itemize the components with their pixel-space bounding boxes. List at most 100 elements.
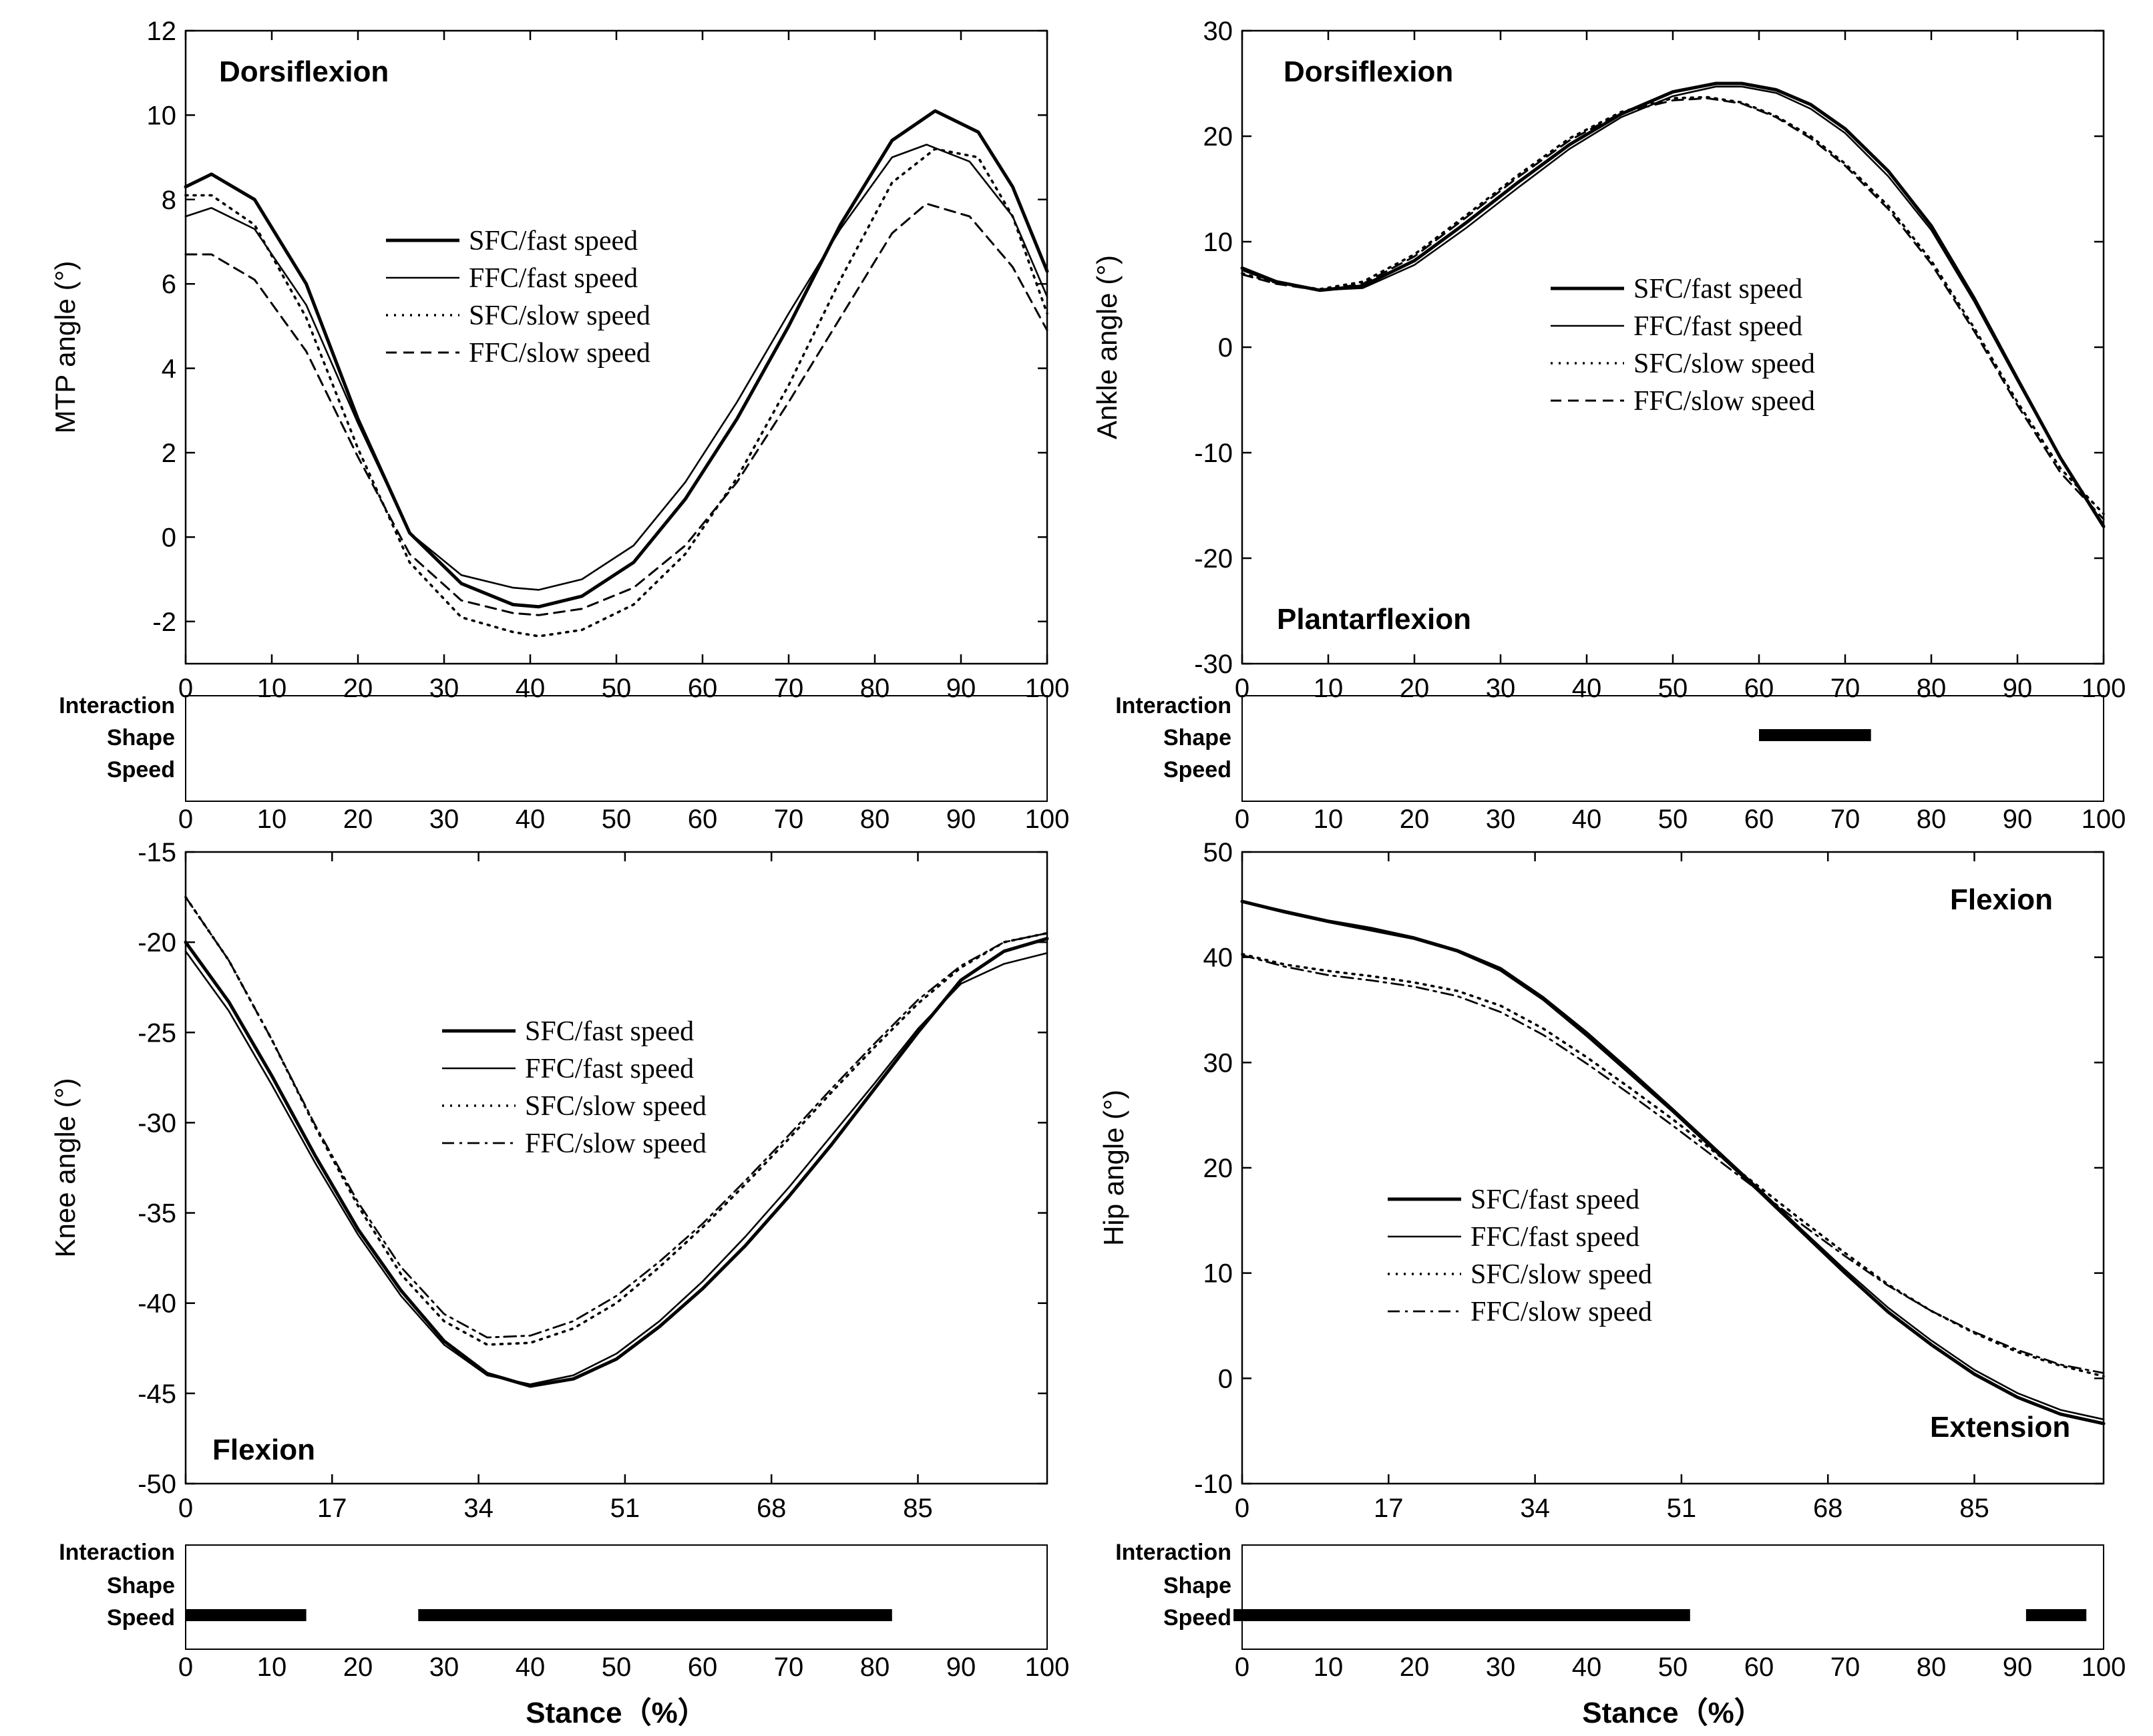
hip-ytick-label: 40 [1203,943,1233,973]
ankle-spm-tick-label: 50 [1658,805,1688,834]
mtp-ytick-label: 6 [162,270,176,299]
ankle-spm-factor-speed: Speed [1163,757,1231,783]
ankle-spm-tick-label: 30 [1486,805,1516,834]
ankle-annotation-bottom: Plantarflexion [1277,603,1471,636]
hip-legend-entry-1: SFC/fast speed [1471,1184,1639,1215]
ankle-legend-entry-2: FFC/fast speed [1633,311,1802,342]
mtp-spm-tick-label: 90 [946,805,976,834]
knee-spm-tick-label: 80 [860,1653,890,1682]
knee-ytick-label: -50 [138,1470,176,1499]
knee-ytick-label: -30 [138,1108,176,1138]
mtp-spm-tick-label: 20 [343,805,373,834]
ankle-spm-factor-interaction: Interaction [1115,693,1231,718]
hip-spm-tick-label: 50 [1658,1653,1688,1682]
knee-ytick-label: -15 [138,838,176,867]
mtp-spm-tick-label: 60 [688,805,718,834]
knee-xtick-label: 85 [903,1494,933,1523]
mtp-xtick-label: 90 [946,674,976,703]
knee-xtick-label: 17 [317,1494,347,1523]
ankle-xtick-label: 40 [1572,674,1602,703]
ankle-xtick-label: 70 [1830,674,1861,703]
knee-annotation-bottom: Flexion [212,1434,315,1466]
hip-xtick-label: 17 [1374,1494,1404,1523]
mtp-spm-tick-label: 10 [257,805,287,834]
knee-spm-bar-speed [418,1609,892,1621]
knee-xtick-label: 51 [610,1494,640,1523]
hip-ylabel: Hip angle (°) [1098,1090,1129,1246]
ankle-xtick-label: 10 [1314,674,1344,703]
hip-spm-factor-interaction: Interaction [1115,1540,1231,1565]
knee-series-line-1 [184,937,1049,1388]
mtp-legend-entry-2: FFC/fast speed [469,263,638,294]
mtp-ytick-label: 0 [162,523,176,552]
knee-spm-factor-interaction: Interaction [59,1540,175,1565]
ankle-spm-tick-label: 0 [1235,805,1249,834]
knee-legend-entry-3: SFC/slow speed [525,1091,707,1122]
ankle-series-line-1 [1240,81,2106,529]
knee-ytick-label: -25 [138,1018,176,1048]
knee-ytick-label: -20 [138,928,176,957]
knee-spm-factor-shape: Shape [107,1573,175,1598]
ankle-spm-bar-shape [1759,729,1871,741]
ankle-series-line-3 [1241,95,2105,515]
knee-spm-bar-speed [186,1609,307,1621]
hip-spm-tick-label: 80 [1917,1653,1947,1682]
mtp-spm-frame [185,695,1048,802]
hip-annotation-top: Flexion [1950,883,2053,916]
knee-legend-entry-2: FFC/fast speed [525,1054,694,1084]
hip-xtick-label: 68 [1813,1494,1843,1523]
ankle-spm-tick-label: 100 [2082,805,2126,834]
mtp-spm-tick-label: 100 [1025,805,1070,834]
knee-spm-tick-label: 90 [946,1653,976,1682]
hip-series-line-2 [1241,900,2105,1421]
hip-ytick-label: 50 [1203,838,1233,867]
mtp-xtick-label: 70 [774,674,804,703]
ankle-series-line-4 [1241,97,2105,520]
ankle-xtick-label: 50 [1658,674,1688,703]
knee-legend-entry-4: FFC/slow speed [525,1128,707,1159]
ankle-xtick-label: 60 [1744,674,1774,703]
hip-spm-tick-label: 40 [1572,1653,1602,1682]
ankle-xtick-label: 30 [1486,674,1516,703]
knee-series-line-2 [184,950,1048,1385]
ankle-ylabel: Ankle angle (°) [1091,255,1123,439]
mtp-spm-factor-shape: Shape [107,725,175,750]
hip-xtick-label: 0 [1235,1494,1249,1523]
ankle-ytick-label: -30 [1194,650,1233,679]
ankle-legend-entry-4: FFC/slow speed [1633,386,1815,417]
mtp-ylabel: MTP angle (°) [49,261,81,434]
knee-ytick-label: -45 [138,1379,176,1409]
knee-spm-frame [185,1544,1048,1650]
knee-xtick-label: 34 [463,1494,494,1523]
ankle-panel: -30 -20 -10 0 10 20 30 0 10 20 30 40 50 60 70 80 90 100 An… [1091,17,2126,834]
mtp-annotation-top: Dorsiflexion [219,55,389,88]
hip-spm-tick-label: 10 [1314,1653,1344,1682]
knee-spm-tick-label: 40 [516,1653,546,1682]
hip-spm-tick-label: 30 [1486,1653,1516,1682]
mtp-xtick-label: 30 [429,674,459,703]
hip-legend-entry-4: FFC/slow speed [1471,1297,1652,1327]
mtp-spm-tick-label: 40 [516,805,546,834]
ankle-ytick-label: 20 [1203,122,1233,152]
ankle-ytick-label: 0 [1218,333,1233,363]
hip-spm-tick-label: 20 [1400,1653,1430,1682]
knee-xtick-label: 68 [757,1494,787,1523]
mtp-xtick-label: 60 [688,674,718,703]
hip-annotation-bottom: Extension [1930,1411,2070,1444]
mtp-series-line-2 [184,144,1048,591]
hip-ytick-label: 0 [1218,1364,1233,1393]
hip-legend-entry-2: FFC/fast speed [1471,1222,1639,1253]
hip-ytick-label: 20 [1203,1154,1233,1183]
hip-spm-tick-label: 100 [2082,1653,2126,1682]
knee-plot-frame [184,851,1048,1485]
knee-spm-tick-label: 60 [688,1653,718,1682]
ankle-spm-tick-label: 40 [1572,805,1602,834]
knee-spm-factor-speed: Speed [107,1605,175,1631]
knee-spm-tick-label: 50 [602,1653,632,1682]
knee-spm-tick-label: 20 [343,1653,373,1682]
ankle-ytick-label: -20 [1194,544,1233,574]
mtp-series-line-1 [184,109,1049,609]
hip-spm-bar-speed [1233,1609,1690,1621]
ankle-plot-frame [1241,29,2105,665]
knee-spm-tick-label: 10 [257,1653,287,1682]
